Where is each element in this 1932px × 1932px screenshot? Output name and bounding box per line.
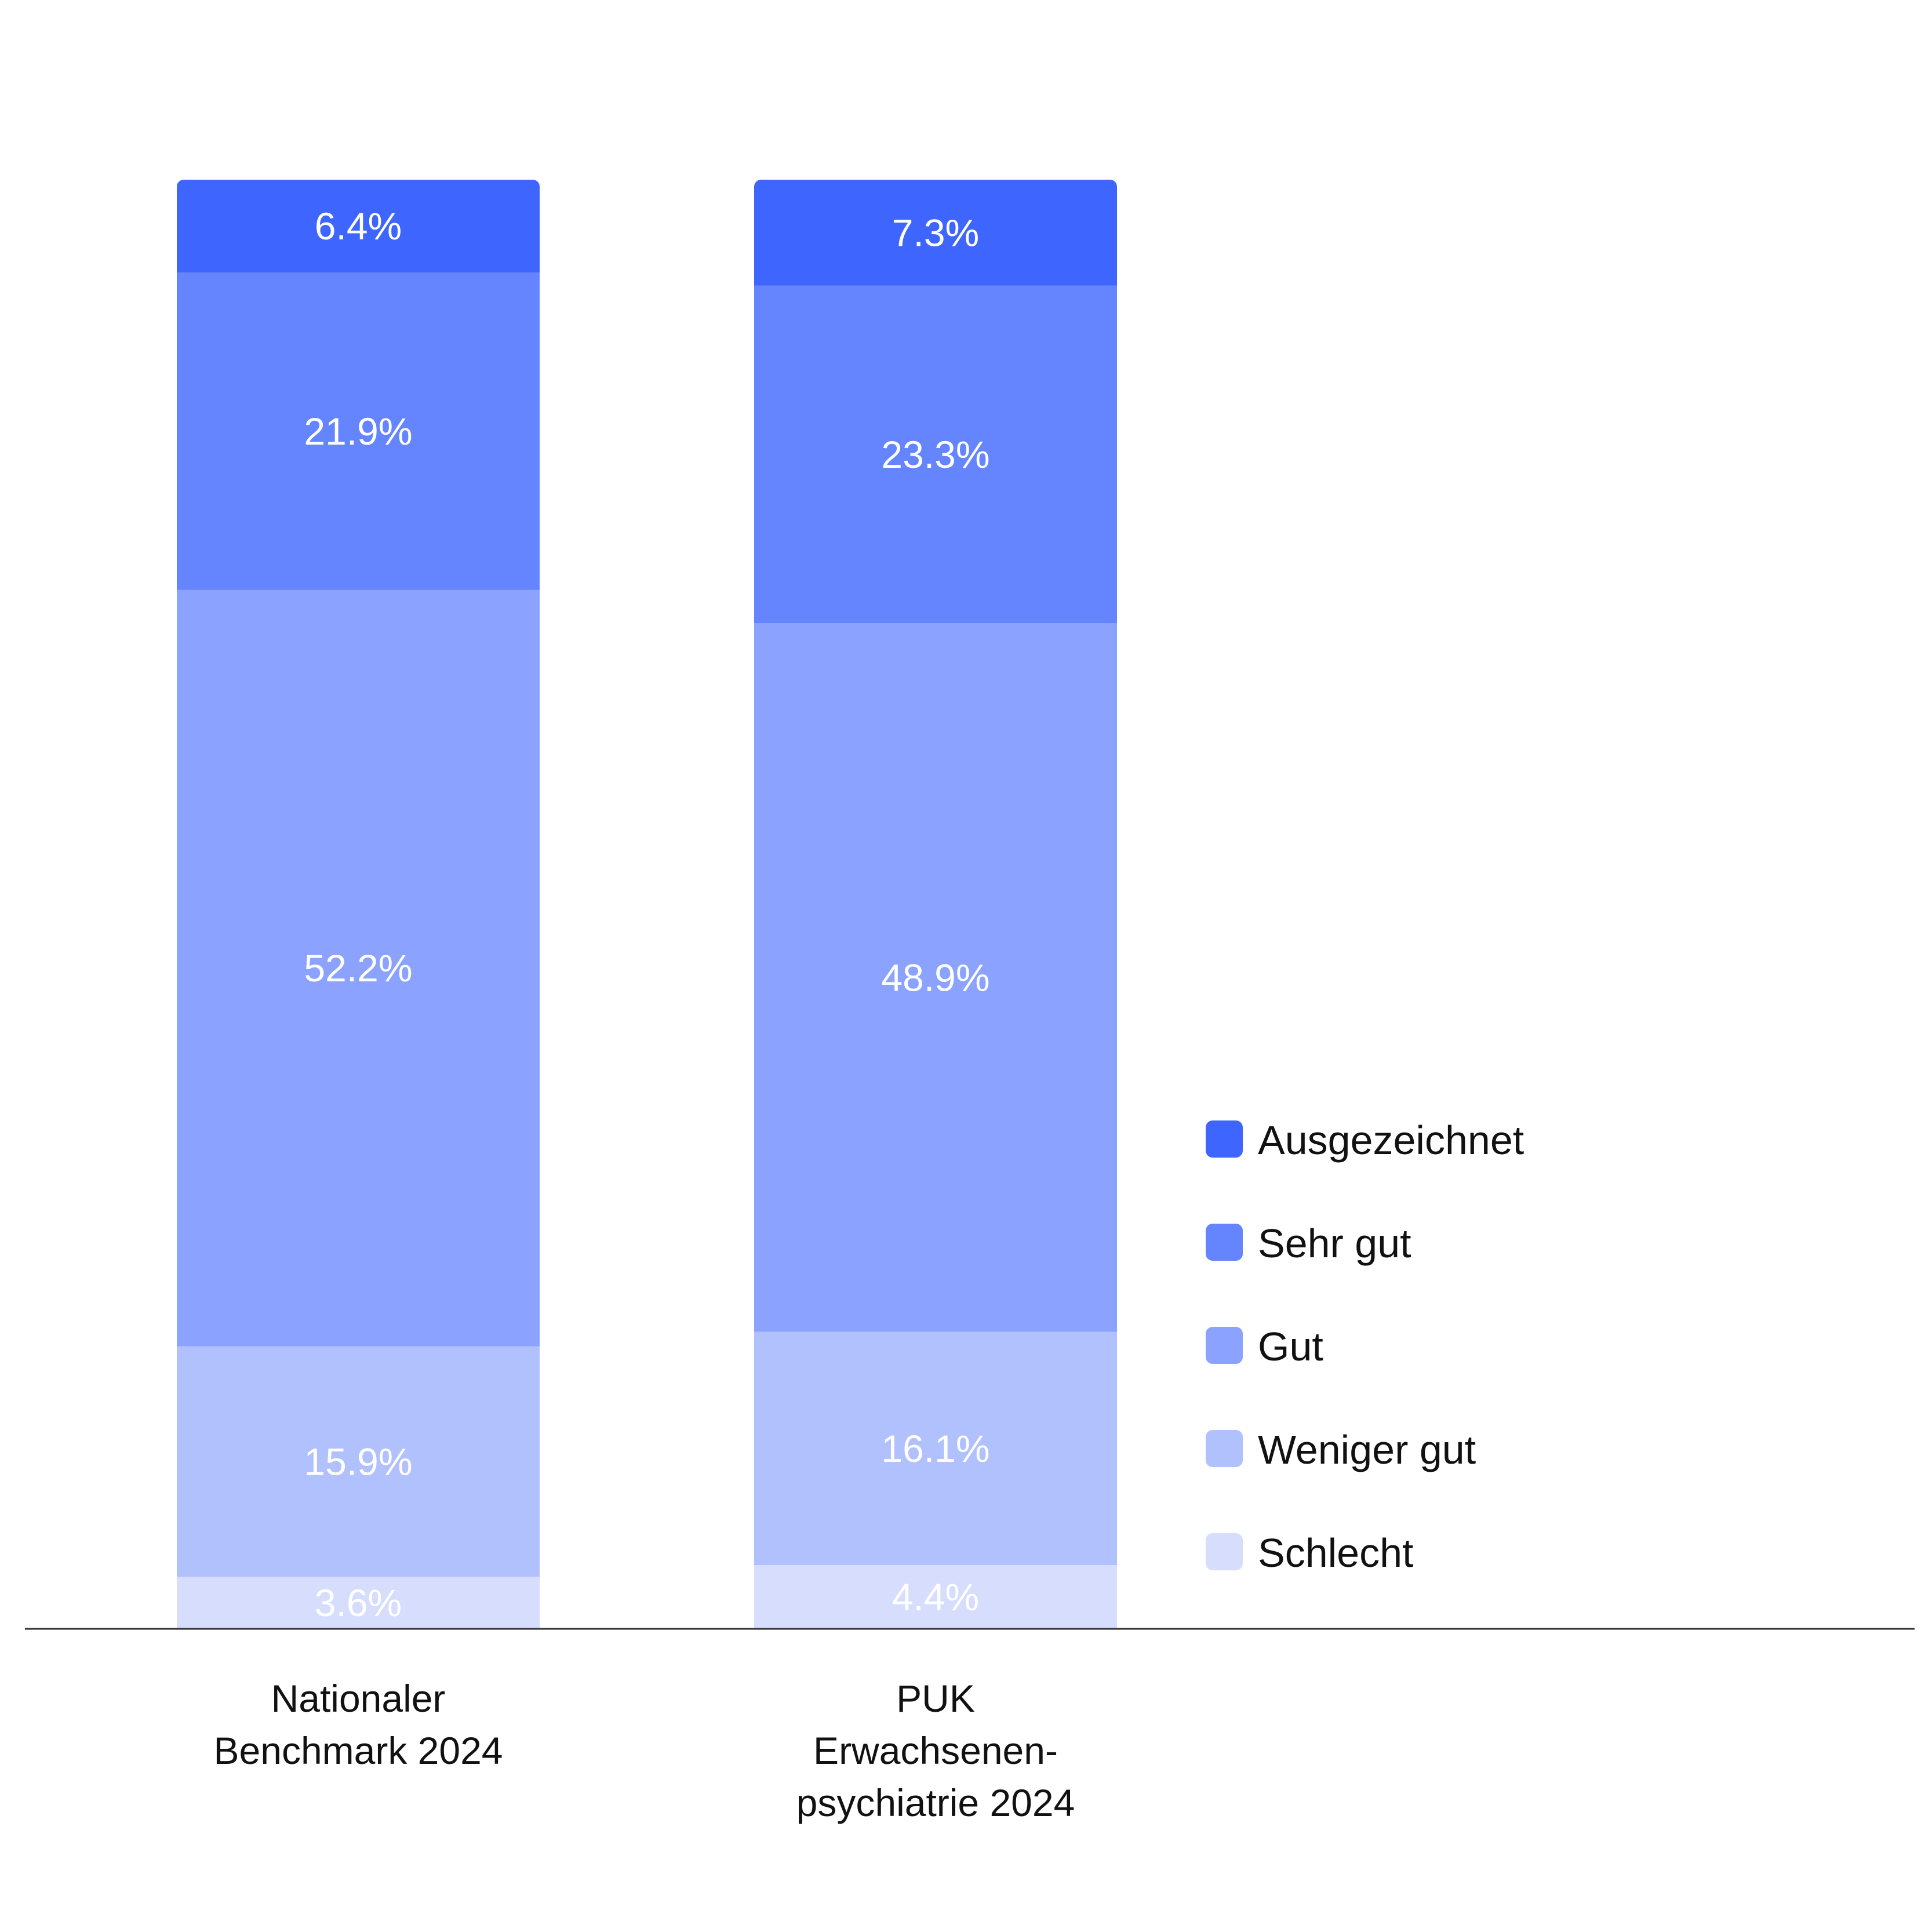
x-tick-label-1: Nationaler Benchmark 2024 <box>214 1677 503 1772</box>
data-label-weniger-gut-1: 15.9% <box>304 1440 412 1483</box>
bar-segment-gut-1 <box>177 590 540 1347</box>
x-tick-label-2: PUK Erwachsenen-psychiatrie 2024 <box>796 1677 1075 1824</box>
bar-segment-schlecht-1 <box>177 1577 540 1629</box>
legend-item-ausgezeichnet: Ausgezeichnet <box>1206 1118 1524 1163</box>
bar-segment-sehr-gut-2 <box>754 285 1117 623</box>
bar-segment-ausgezeichnet-2 <box>754 180 1117 286</box>
legend-swatch-weniger-gut <box>1206 1430 1243 1467</box>
legend-label-ausgezeichnet: Ausgezeichnet <box>1258 1118 1524 1163</box>
data-label-schlecht-1: 3.6% <box>315 1581 402 1624</box>
value-labels-layer: 3.6% 15.9% 52.2% 21.9% 6.4% 4.4% 16.1% 48.9% 23.… <box>304 205 989 1624</box>
data-label-gut-2: 48.9% <box>881 956 989 999</box>
data-label-ausgezeichnet-1: 6.4% <box>315 205 402 248</box>
legend-label-schlecht: Schlecht <box>1258 1530 1413 1576</box>
legend-label-gut: Gut <box>1258 1324 1323 1369</box>
bar-stack-1 <box>177 180 540 1629</box>
legend-swatch-ausgezeichnet <box>1206 1120 1243 1158</box>
data-label-sehr-gut-2: 23.3% <box>881 433 989 476</box>
bar-stack-2 <box>754 180 1117 1629</box>
legend: Ausgezeichnet Sehr gut Gut Weniger gut Schle… <box>1206 1118 1524 1576</box>
data-label-weniger-gut-2: 16.1% <box>881 1427 989 1470</box>
legend-label-sehr-gut: Sehr gut <box>1258 1221 1411 1266</box>
bar-segment-gut-2 <box>754 623 1117 1332</box>
data-label-schlecht-2: 4.4% <box>892 1576 979 1618</box>
bar-segment-weniger-gut-2 <box>754 1331 1117 1565</box>
data-label-gut-1: 52.2% <box>304 947 412 989</box>
legend-swatch-gut <box>1206 1327 1243 1364</box>
x-axis: Nationaler Benchmark 2024 PUK Erwachsenen-p… <box>25 1628 1915 1824</box>
data-label-ausgezeichnet-2: 7.3% <box>892 211 979 254</box>
legend-swatch-sehr-gut <box>1206 1224 1243 1261</box>
legend-item-schlecht: Schlecht <box>1206 1530 1413 1576</box>
bar-segment-ausgezeichnet-1 <box>177 180 540 272</box>
bar-segment-sehr-gut-1 <box>177 272 540 590</box>
legend-item-gut: Gut <box>1206 1324 1323 1369</box>
legend-label-weniger-gut: Weniger gut <box>1258 1427 1476 1472</box>
legend-item-sehr-gut: Sehr gut <box>1206 1221 1411 1266</box>
legend-swatch-schlecht <box>1206 1533 1243 1570</box>
bar-segment-schlecht-2 <box>754 1565 1117 1629</box>
data-label-sehr-gut-1: 21.9% <box>304 410 412 453</box>
bars-layer <box>177 180 1117 1629</box>
legend-item-weniger-gut: Weniger gut <box>1206 1427 1476 1472</box>
bar-segment-weniger-gut-1 <box>177 1346 540 1577</box>
